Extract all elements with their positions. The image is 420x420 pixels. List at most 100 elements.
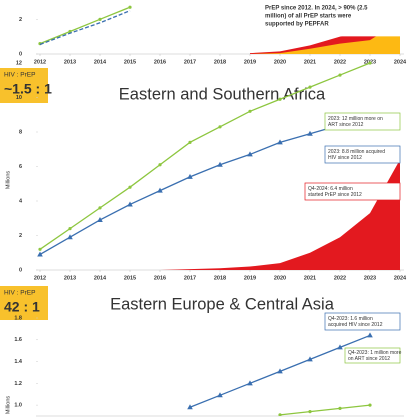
x-tick-label: 2021 bbox=[304, 275, 316, 281]
y-tick-label: 8 bbox=[19, 129, 22, 135]
area bbox=[160, 159, 400, 270]
marker bbox=[38, 247, 42, 251]
y-tick-label: 10 bbox=[16, 95, 22, 101]
x-tick-label: 2016 bbox=[154, 59, 166, 65]
annotation-text: 2023: 8.8 million acquired bbox=[328, 149, 385, 155]
x-tick-label: 2012 bbox=[34, 275, 46, 281]
x-tick-label: 2015 bbox=[124, 59, 136, 65]
annotation-box bbox=[304, 182, 401, 201]
annotation-text: Q4-2024: 6.4 million bbox=[308, 186, 353, 192]
line bbox=[279, 404, 371, 416]
x-tick-label: 2020 bbox=[274, 59, 286, 65]
marker bbox=[217, 392, 223, 398]
line bbox=[39, 10, 131, 46]
ratio-value: ~1.5 : 1 bbox=[4, 81, 52, 97]
y-tick-label: 6 bbox=[19, 164, 22, 170]
y-tick-label: 1.6 bbox=[14, 337, 22, 343]
x-tick-label: 2014 bbox=[94, 275, 107, 281]
marker bbox=[247, 151, 253, 157]
marker bbox=[338, 73, 342, 77]
y-axis-label: Millions bbox=[5, 396, 11, 415]
marker bbox=[367, 332, 373, 338]
x-tick-label: 2020 bbox=[274, 275, 286, 281]
ratio-label: HIV : PrEP bbox=[4, 72, 35, 79]
marker bbox=[307, 356, 313, 362]
y-tick-label: 4 bbox=[19, 198, 23, 204]
annotation-text: Q4-2023: 1.6 million bbox=[328, 316, 373, 322]
y-axis-label: Millions bbox=[5, 171, 11, 190]
marker bbox=[278, 97, 282, 101]
ratio-value: 42 : 1 bbox=[4, 299, 40, 315]
marker bbox=[158, 163, 162, 167]
x-tick-label: 2016 bbox=[154, 275, 166, 281]
y-tick-label: 2 bbox=[19, 17, 22, 23]
x-tick-label: 2022 bbox=[334, 275, 346, 281]
annotation-text: acquired HIV since 2012 bbox=[328, 322, 383, 328]
marker bbox=[68, 227, 72, 231]
marker bbox=[187, 404, 193, 410]
marker bbox=[98, 17, 102, 21]
line bbox=[39, 117, 371, 256]
plot-area bbox=[38, 5, 400, 54]
line bbox=[39, 6, 131, 45]
marker bbox=[338, 406, 342, 410]
x-tick-label: 2019 bbox=[244, 275, 256, 281]
marker bbox=[337, 344, 343, 350]
marker bbox=[217, 161, 223, 167]
x-tick-label: 2017 bbox=[184, 275, 196, 281]
y-tick-label: 0 bbox=[19, 267, 22, 273]
ratio-label: HIV : PrEP bbox=[4, 290, 35, 297]
annotation-text: Q4-2023: 1 million more bbox=[348, 350, 402, 356]
marker bbox=[37, 251, 43, 257]
marker bbox=[187, 173, 193, 179]
annotation-text: PrEP since 2012. In 2024, > 90% (2.5 bbox=[265, 6, 368, 12]
x-tick-label: 2021 bbox=[304, 59, 316, 65]
marker bbox=[127, 201, 133, 207]
chart-panel: Eastern and Southern Africa HIV : PrEP ~1.… bbox=[0, 60, 407, 281]
annotation-text: 2023: 12 million more on bbox=[328, 116, 383, 122]
marker bbox=[67, 234, 73, 240]
annotation-text: ART since 2012 bbox=[328, 122, 364, 128]
marker bbox=[277, 368, 283, 374]
x-tick-label: 2022 bbox=[334, 59, 346, 65]
annotation-text: started PrEP since 2012 bbox=[308, 192, 362, 198]
ratio-badge bbox=[0, 68, 48, 103]
x-tick-label: 2013 bbox=[64, 59, 76, 65]
marker bbox=[188, 140, 192, 144]
marker bbox=[97, 216, 103, 222]
x-tick-label: 2024 bbox=[394, 275, 407, 281]
annotation-box bbox=[324, 112, 401, 131]
x-tick-label: 2018 bbox=[214, 59, 226, 65]
marker bbox=[98, 206, 102, 210]
y-tick-label: 2 bbox=[19, 233, 22, 239]
marker bbox=[247, 380, 253, 386]
y-tick-label: 1.8 bbox=[14, 315, 22, 321]
annotation-text: million) of all PrEP starts were bbox=[265, 14, 352, 20]
line bbox=[39, 62, 371, 250]
marker bbox=[308, 85, 312, 89]
chart-panel: Eastern Europe & Central Asia HIV : PrEP 4… bbox=[0, 286, 404, 417]
chart-title: Eastern and Southern Africa bbox=[119, 85, 326, 103]
y-tick-label: 12 bbox=[16, 60, 22, 66]
y-tick-label: 1.2 bbox=[14, 381, 22, 387]
annotation-text: on ART since 2012 bbox=[348, 356, 390, 362]
chart-title: Eastern Europe & Central Asia bbox=[110, 295, 335, 313]
x-tick-label: 2024 bbox=[394, 59, 407, 65]
x-tick-label: 2023 bbox=[364, 275, 376, 281]
annotation-text: supported by PEPFAR bbox=[265, 22, 329, 28]
marker bbox=[218, 125, 222, 129]
x-tick-label: 2014 bbox=[94, 59, 107, 65]
x-tick-label: 2012 bbox=[34, 59, 46, 65]
chart-panel: 0 2 2012 2013 2014 2015 2016 2017 2018 2019 2020 20… bbox=[19, 0, 407, 65]
x-tick-label: 2013 bbox=[64, 275, 76, 281]
marker bbox=[128, 5, 132, 9]
marker bbox=[128, 185, 132, 189]
y-tick-label: 0 bbox=[19, 51, 22, 57]
marker bbox=[157, 187, 163, 193]
marker bbox=[277, 139, 283, 145]
annotation-text: HIV since 2012 bbox=[328, 155, 362, 161]
area bbox=[250, 21, 400, 54]
ratio-badge bbox=[0, 286, 48, 320]
y-tick-label: 1.4 bbox=[14, 359, 23, 365]
